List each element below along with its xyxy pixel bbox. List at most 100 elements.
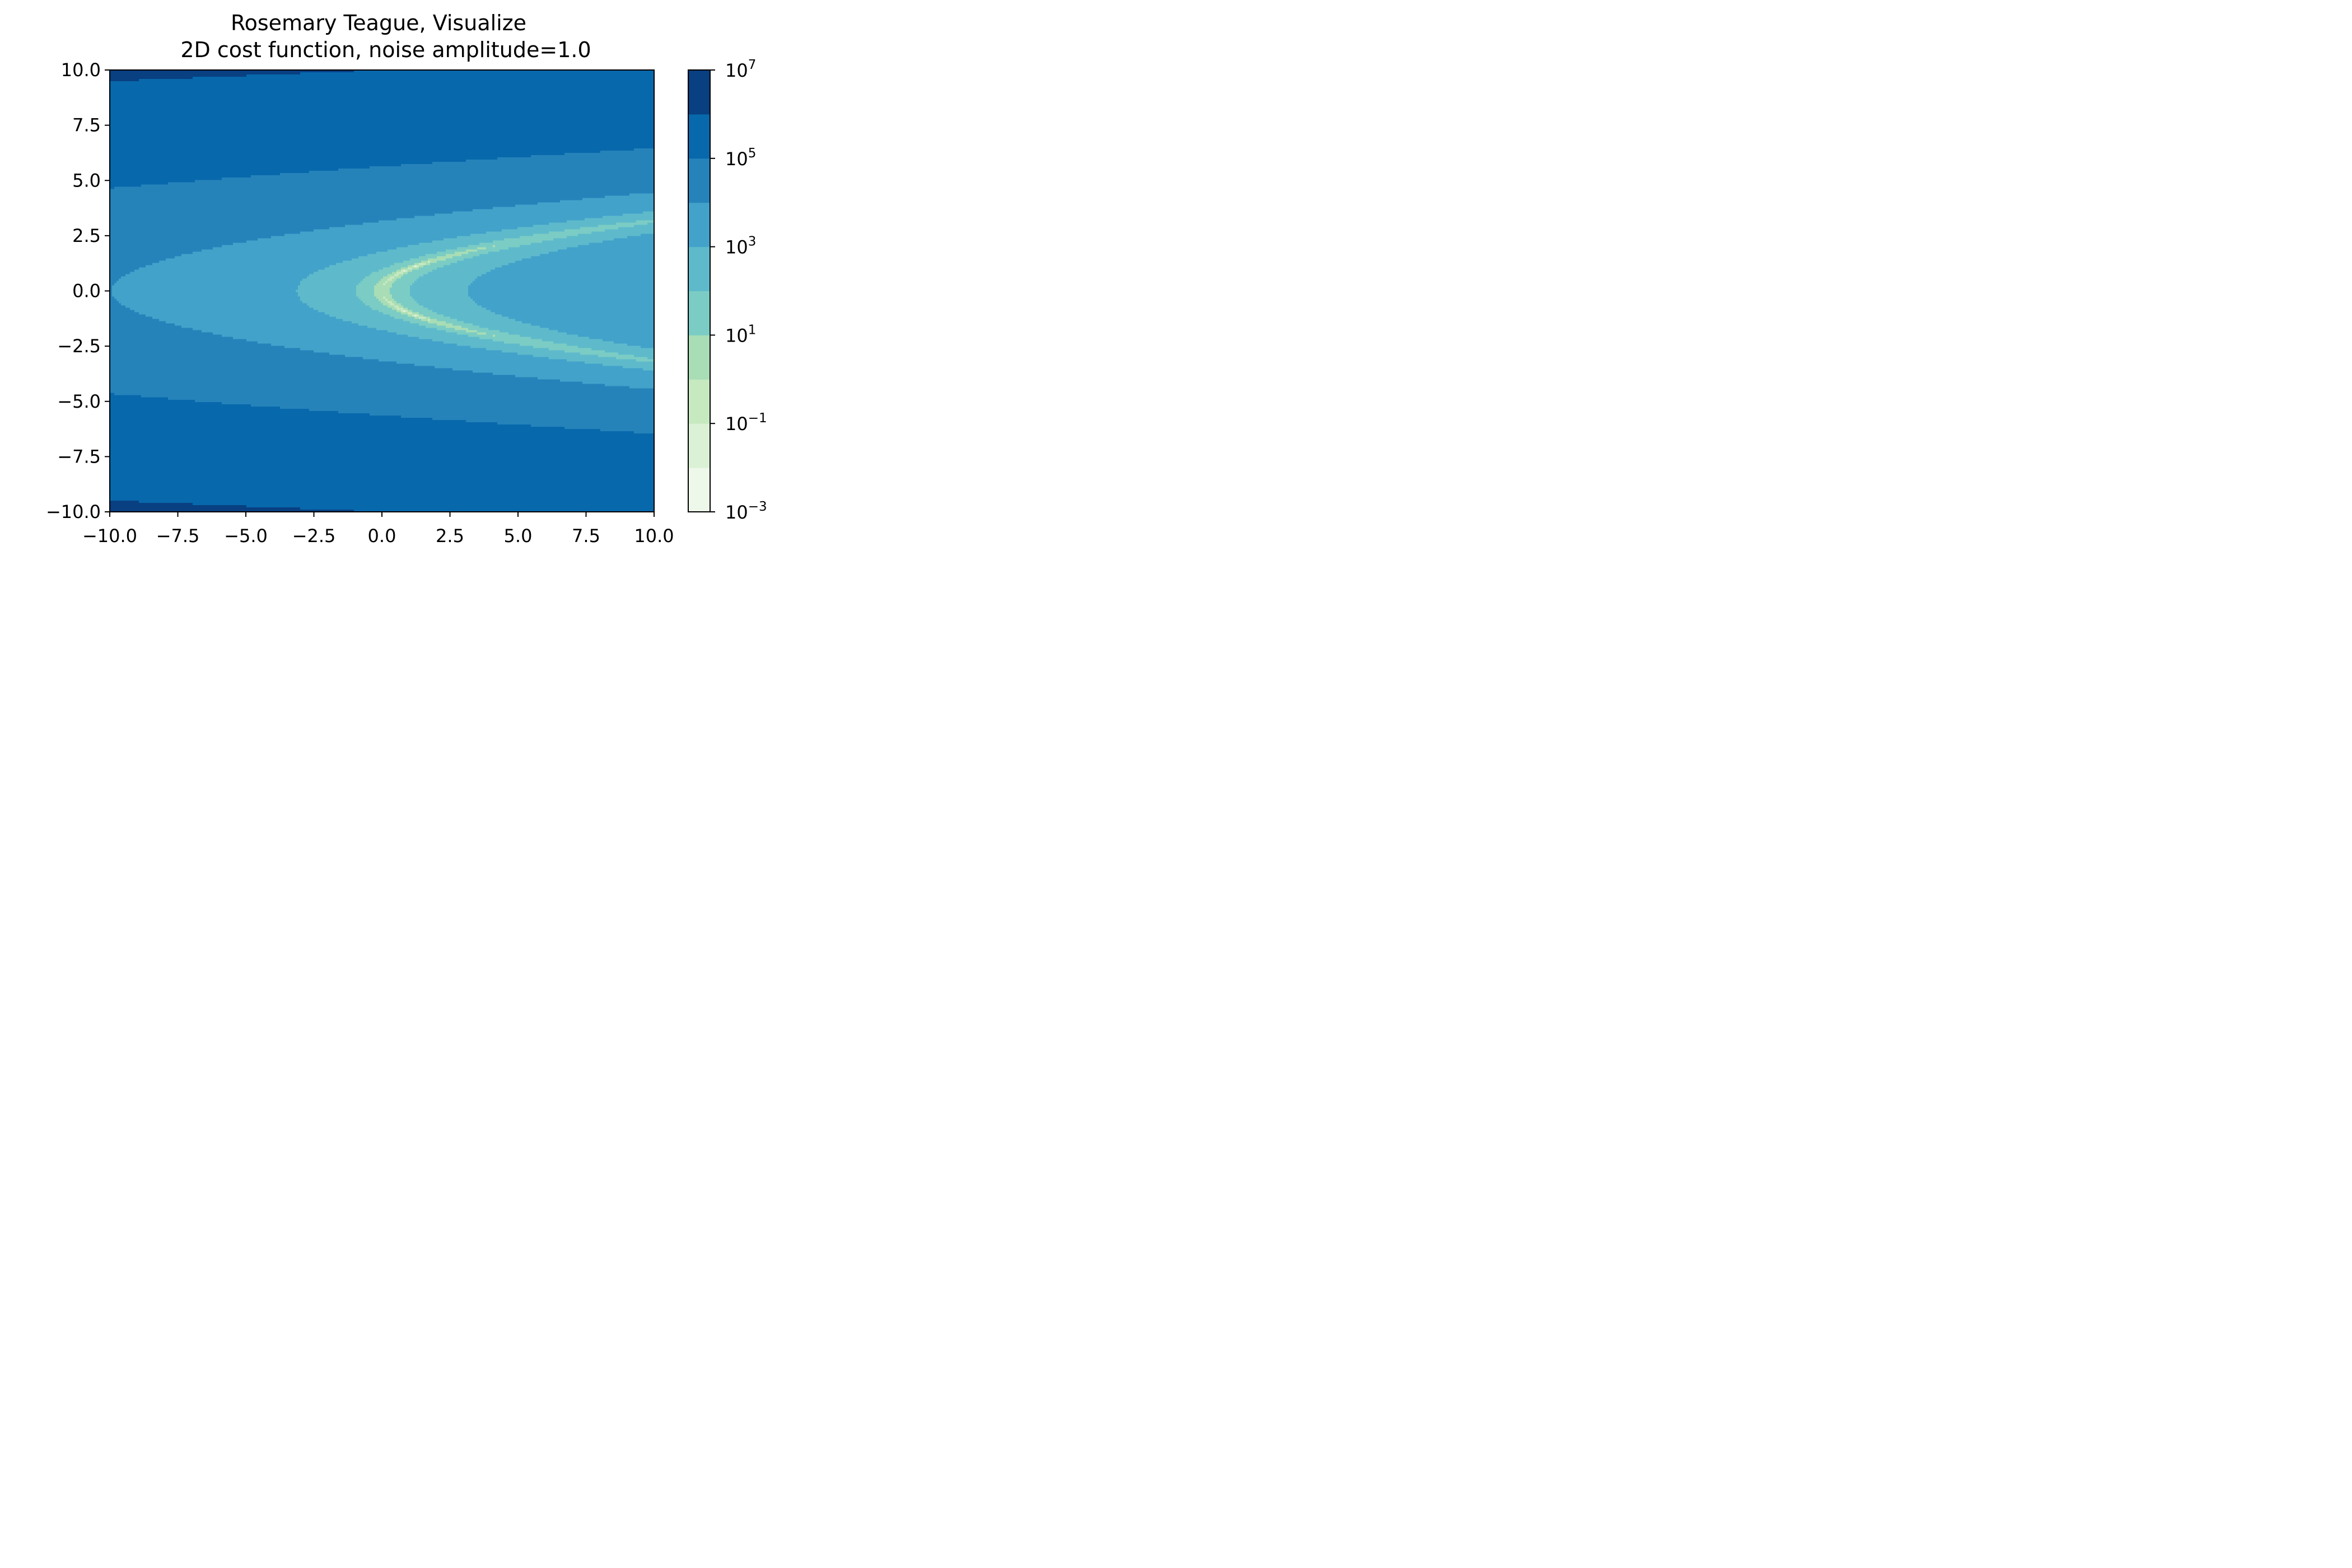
contour-cell <box>110 157 498 160</box>
contour-cell <box>419 265 424 268</box>
contour-cell <box>392 272 397 275</box>
contour-cell <box>110 79 139 82</box>
contour-cell <box>222 402 654 405</box>
contour-cell <box>394 303 402 306</box>
y-tick-label: −5.0 <box>57 391 101 412</box>
contour-cell <box>314 307 372 311</box>
contour-cell <box>309 408 654 412</box>
contour-cell <box>383 312 402 315</box>
contour-cell <box>374 290 390 293</box>
contour-cell <box>110 70 354 73</box>
contour-cell <box>354 509 654 512</box>
contour-cell <box>408 307 428 311</box>
contour-cell <box>110 238 258 241</box>
contour-cell <box>437 251 455 255</box>
contour-cell <box>493 372 654 376</box>
contour-cell <box>531 256 654 259</box>
contour-cell <box>110 370 473 374</box>
contour-cell <box>450 263 509 266</box>
contour-cell <box>110 283 115 286</box>
contour-cell <box>110 404 251 407</box>
contour-cell <box>110 137 654 140</box>
contour-cell <box>452 256 473 259</box>
contour-cell <box>432 417 654 421</box>
contour-cell <box>110 202 538 205</box>
contour-cell <box>486 272 654 275</box>
contour-cell <box>401 310 404 313</box>
contour-cell <box>457 319 516 322</box>
contour-cell <box>401 312 408 315</box>
contour-cell <box>110 189 654 192</box>
contour-cell <box>629 386 654 389</box>
contour-cell <box>110 397 169 400</box>
contour-cell <box>477 247 487 250</box>
colorbar-band <box>688 291 710 335</box>
contour-cell <box>522 321 654 324</box>
contour-cell <box>401 303 419 306</box>
contour-cell <box>110 402 222 405</box>
contour-cell <box>246 339 433 342</box>
contour-cell <box>403 272 408 275</box>
contour-cell <box>410 294 469 297</box>
contour-cell <box>598 354 634 358</box>
contour-cell <box>110 325 182 329</box>
contour-cell <box>363 301 381 304</box>
contour-cell <box>110 133 654 136</box>
contour-cell <box>110 191 654 194</box>
contour-cell <box>549 348 592 351</box>
contour-cell <box>110 473 654 477</box>
contour-cell <box>394 298 415 302</box>
contour-cell <box>374 287 390 291</box>
contour-cell <box>493 240 543 243</box>
contour-cell <box>110 130 654 133</box>
contour-cell <box>421 319 428 322</box>
contour-cell <box>475 301 654 304</box>
contour-cell <box>497 157 654 160</box>
contour-cell <box>110 334 222 338</box>
contour-cell <box>114 283 301 286</box>
contour-cell <box>473 323 531 326</box>
contour-cell <box>419 276 478 279</box>
contour-cell <box>110 213 435 216</box>
contour-cell <box>488 328 549 331</box>
contour-cell <box>114 296 301 300</box>
contour-cell <box>110 83 654 86</box>
contour-cell <box>435 213 623 216</box>
contour-cell <box>468 285 654 288</box>
contour-cell <box>401 269 404 273</box>
contour-cell <box>428 319 431 322</box>
contour-cell <box>392 294 410 297</box>
contour-cell <box>110 301 119 304</box>
contour-cell <box>428 272 487 275</box>
contour-cell <box>114 186 654 189</box>
contour-cell <box>325 312 384 315</box>
contour-cell <box>110 480 654 483</box>
contour-cell <box>430 319 437 322</box>
contour-cell <box>412 310 433 313</box>
contour-cell <box>614 341 654 344</box>
y-tick-label: 2.5 <box>72 225 101 246</box>
contour-cell <box>403 319 422 322</box>
contour-cell <box>166 258 352 262</box>
contour-cell <box>110 406 281 409</box>
contour-cell <box>352 258 410 262</box>
contour-cell <box>181 254 368 257</box>
contour-cell <box>110 489 654 492</box>
contour-cell <box>193 328 377 331</box>
contour-cell <box>110 106 654 109</box>
contour-cell <box>564 426 654 430</box>
contour-cell <box>502 229 565 232</box>
colorbar-tick-label: 101 <box>725 323 756 346</box>
contour-cell <box>564 229 605 232</box>
contour-cell <box>629 193 654 196</box>
contour-cell <box>110 368 453 371</box>
contour-cell <box>175 256 359 259</box>
contour-cell <box>381 301 388 304</box>
contour-cell <box>110 218 397 221</box>
contour-cell <box>110 381 583 385</box>
contour-cell <box>396 310 402 313</box>
contour-cell <box>419 267 437 270</box>
contour-cell <box>110 294 113 297</box>
contour-cell <box>486 348 549 351</box>
contour-cell <box>379 359 567 362</box>
